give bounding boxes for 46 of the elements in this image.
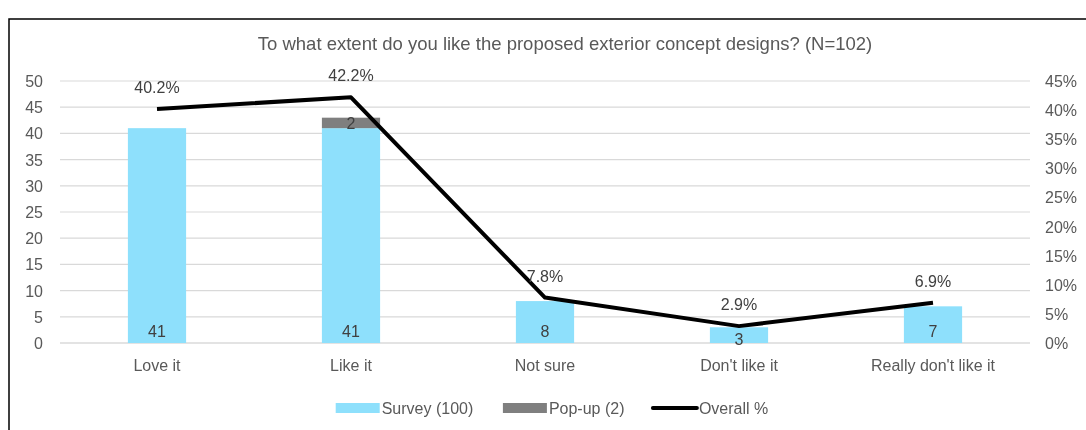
x-tick-label: Love it <box>133 357 182 374</box>
data-label: 41 <box>148 323 166 340</box>
data-label: 3 <box>734 331 744 348</box>
y-tick-label: 35 <box>25 151 44 169</box>
data-label: 2 <box>346 114 356 132</box>
data-label: 42.2% <box>328 67 374 85</box>
bar <box>709 327 769 343</box>
y2-tick-label: 0% <box>1045 335 1069 352</box>
y2-tick-label: 30% <box>1045 160 1078 178</box>
y2-tick-label: 35% <box>1045 131 1078 149</box>
y2-tick-label: 5% <box>1045 305 1069 323</box>
x-tick-label: Really don't like it <box>871 357 996 374</box>
bar <box>515 301 575 343</box>
data-label: 6.9% <box>914 272 952 290</box>
y-tick-label: 15 <box>25 256 44 274</box>
legend-label: Pop-up (2) <box>548 400 625 417</box>
y-tick-label: 30 <box>25 177 44 195</box>
legend-label: Survey (100) <box>381 400 474 417</box>
x-tick-label: Don't like it <box>700 357 779 374</box>
data-label: 8 <box>540 323 550 340</box>
y2-tick-label: 20% <box>1045 218 1078 236</box>
legend-label: Overall % <box>698 400 769 417</box>
bar <box>903 306 963 343</box>
data-label: 2.9% <box>720 296 758 314</box>
bar <box>321 128 381 343</box>
chart-title: To what extent do you like the proposed exterior concept designs? (N=102) <box>257 33 873 54</box>
y-tick-label: 0 <box>34 335 44 352</box>
y-tick-label: 50 <box>25 73 44 90</box>
x-tick-label: Like it <box>330 357 373 374</box>
data-label: 7 <box>928 323 938 340</box>
y2-tick-label: 15% <box>1045 247 1078 265</box>
y2-tick-label: 10% <box>1045 276 1078 294</box>
y2-tick-label: 40% <box>1045 102 1078 120</box>
x-tick-label: Not sure <box>514 357 576 374</box>
y-tick-label: 20 <box>25 230 44 248</box>
data-label: 41 <box>342 323 360 340</box>
bar <box>127 128 187 343</box>
y-tick-label: 5 <box>34 308 44 326</box>
y-tick-label: 10 <box>25 282 44 300</box>
y-tick-label: 40 <box>25 125 44 143</box>
y-tick-label: 25 <box>25 204 44 221</box>
data-label: 7.8% <box>526 267 564 285</box>
data-label: 40.2% <box>134 78 180 96</box>
y-tick-label: 45 <box>25 99 44 117</box>
y2-tick-label: 25% <box>1045 189 1078 207</box>
y2-tick-label: 45% <box>1045 73 1078 90</box>
